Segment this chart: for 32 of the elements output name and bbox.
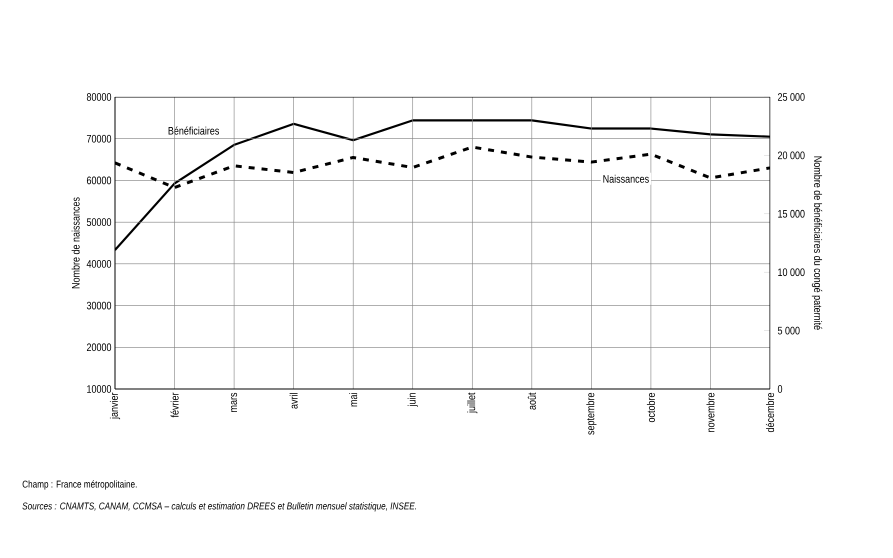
x-tick-label: janvier: [110, 392, 120, 420]
x-tick-label: juin: [408, 393, 418, 407]
series-label: Naissances: [603, 174, 649, 183]
x-tick-label: juillet: [467, 392, 478, 414]
text: Champ : France métropolitaine.: [22, 480, 137, 490]
y-tick-label: 50000: [86, 218, 112, 226]
x-tick-label: avril: [290, 393, 298, 409]
y2-tick-label: 0: [778, 385, 782, 393]
x-tick-label: février: [170, 392, 179, 418]
x-tick-label: décembre: [766, 392, 774, 432]
source-note: Sources : CNAMTS, CANAM, CCMSA – calculs et estimation DREES et Bulletin mensuel statistique, INSEE.: [22, 502, 416, 512]
y-tick-label: 70000: [86, 134, 112, 143]
y-tick-label: 40000: [86, 260, 112, 268]
x-tick-label: août: [528, 392, 536, 410]
y2-tick-label: 10 000: [778, 268, 805, 276]
y-tick-label: 20000: [86, 343, 112, 352]
x-tick-label: septembre: [586, 392, 596, 435]
y2-axis-title: Nombre de bénéficiaires du congé paternité: [812, 156, 822, 330]
x-tick-label: mai: [349, 393, 358, 406]
y-tick-label: 10000: [87, 385, 112, 393]
x-tick-label: octobre: [646, 392, 655, 422]
y2-tick-label: 5 000: [778, 326, 800, 334]
y-axis-title: Nombre de naissances: [72, 197, 80, 288]
y-tick-label: 80000: [86, 93, 112, 101]
y2-tick-label: 15 000: [778, 210, 805, 218]
series-label: Bénéficiaires: [168, 126, 219, 135]
y-tick-label: 30000: [86, 302, 112, 310]
y-tick-label: 60000: [86, 176, 112, 184]
x-tick-label: mars: [231, 392, 238, 412]
x-tick-label: novembre: [706, 392, 714, 432]
y2-tick-label: 25 000: [778, 93, 805, 101]
y2-tick-label: 20 000: [778, 152, 805, 160]
